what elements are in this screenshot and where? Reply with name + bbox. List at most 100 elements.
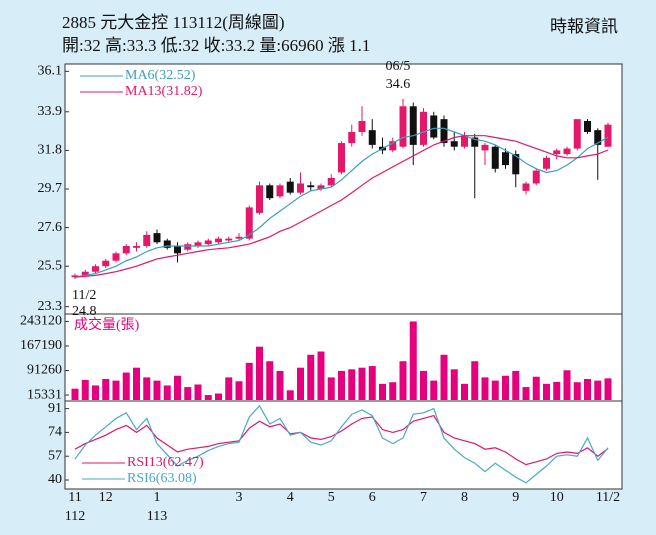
volume-bar <box>368 366 376 400</box>
volume-bar <box>532 376 540 400</box>
y-tick-label: 74 <box>48 425 62 440</box>
volume-bar <box>563 370 571 400</box>
candle-body <box>512 154 520 175</box>
candle-body <box>204 240 212 245</box>
source: 時報資訊 <box>550 17 618 36</box>
volume-bar <box>163 385 171 400</box>
volume-bar <box>440 354 448 400</box>
candle-body <box>481 144 489 151</box>
candle-body <box>389 141 397 151</box>
high-value: 34.6 <box>386 77 411 92</box>
candle-body <box>543 157 550 169</box>
candle-body <box>276 185 284 197</box>
volume-bar <box>327 377 335 400</box>
volume-bar <box>409 321 417 400</box>
x-tick-label: 10 <box>550 490 564 505</box>
candle-body <box>194 242 202 246</box>
candle-body <box>225 238 233 241</box>
volume-bar <box>430 380 438 400</box>
volume-bar <box>512 370 520 400</box>
candle-body <box>133 245 140 248</box>
legend-label: RSI13(62.47) <box>127 455 204 470</box>
candle-body <box>266 185 274 199</box>
candle-body <box>502 152 509 166</box>
volume-bar <box>379 383 386 400</box>
x-tick-label: 3 <box>236 490 243 505</box>
low-date: 11/2 <box>72 288 96 303</box>
line-series <box>74 414 609 466</box>
x-tick-label: 12 <box>99 490 113 505</box>
volume-bar <box>143 377 151 400</box>
volume-bar <box>307 354 315 400</box>
volume-bar <box>420 370 427 400</box>
volume-bar <box>553 381 561 400</box>
candle-body <box>235 236 243 239</box>
candle-body <box>553 150 561 155</box>
candle-body <box>163 240 171 248</box>
candle-body <box>338 143 345 173</box>
volume-bar <box>92 385 99 400</box>
volume-bar <box>461 383 468 400</box>
candle-body <box>491 146 499 169</box>
y-tick-label: 15331 <box>27 387 62 402</box>
x-tick-label: 9 <box>512 490 519 505</box>
y-tick-label: 31.8 <box>38 143 63 158</box>
volume-title: 成交量(張) <box>74 316 140 333</box>
candle-body <box>71 275 79 278</box>
x-tick-label: 1 <box>154 490 161 505</box>
candle-body <box>143 234 151 246</box>
candle-body <box>81 271 89 276</box>
legend-label: RSI6(63.08) <box>127 471 197 486</box>
y-tick-label: 40 <box>48 472 62 487</box>
candle-body <box>215 238 222 243</box>
volume-bar <box>502 375 509 400</box>
volume-bar <box>215 393 222 400</box>
candle-body <box>348 132 356 144</box>
x-tick-label: 6 <box>369 490 376 505</box>
volume-bar <box>491 380 499 400</box>
quote-line: 開:32 高:33.3 低:32 收:33.2 量:66960 漲 1.1 <box>62 36 370 55</box>
candle-body <box>174 245 181 254</box>
x-tick-label: 4 <box>287 490 294 505</box>
candle-body <box>420 111 427 145</box>
y-tick-label: 36.1 <box>38 64 63 79</box>
y-tick-label: 243120 <box>20 314 62 329</box>
candle-body <box>307 185 315 188</box>
candle-body <box>399 106 407 147</box>
volume-bar <box>235 381 243 400</box>
y-tick-label: 25.5 <box>38 258 63 273</box>
volume-bar <box>81 379 89 400</box>
candle-body <box>92 266 99 272</box>
y-tick-label: 57 <box>48 448 62 463</box>
y-tick-label: 91 <box>48 401 62 416</box>
volume-bar <box>317 351 325 400</box>
candle-body <box>184 244 192 250</box>
volume-bar <box>481 377 489 400</box>
candle-body <box>122 245 130 254</box>
volume-bar <box>102 379 110 400</box>
y-tick-label: 23.3 <box>38 299 63 314</box>
volume-bar <box>266 361 274 400</box>
candle-body <box>430 115 438 138</box>
candle-body <box>461 135 468 147</box>
x-tick-label: 11/2 <box>596 490 620 505</box>
candle-body <box>102 260 110 267</box>
y-tick-label: 29.7 <box>38 181 63 196</box>
candle-body <box>440 119 448 144</box>
candle-body <box>573 119 581 149</box>
volume-bar <box>584 379 591 400</box>
y-tick-label: 27.6 <box>38 220 63 235</box>
volume-bar <box>604 378 612 400</box>
line-series <box>74 135 609 278</box>
volume-bar <box>543 383 550 400</box>
legend-label: MA13(31.82) <box>125 84 203 99</box>
volume-bar <box>122 372 130 400</box>
y-tick-label: 91260 <box>27 363 62 378</box>
y-tick-label: 167190 <box>20 338 62 353</box>
x-tick-label: 5 <box>328 490 335 505</box>
volume-bar <box>245 362 253 400</box>
candle-body <box>358 120 366 133</box>
volume-bar <box>174 375 181 400</box>
x-tick-label-year: 112 <box>65 509 85 524</box>
